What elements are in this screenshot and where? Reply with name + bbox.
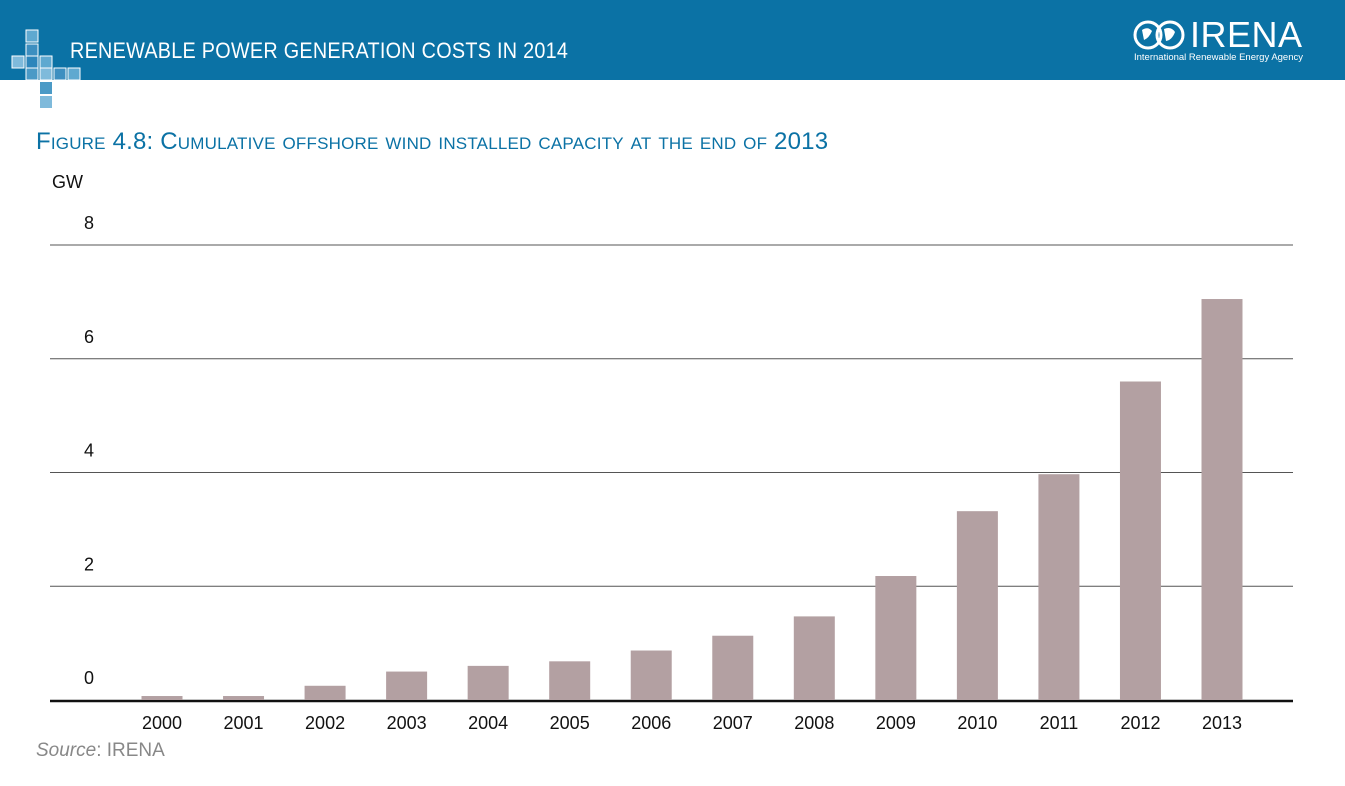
bar-2013: [1201, 299, 1243, 700]
x-tick-label: 2009: [876, 713, 916, 733]
header-title: RENEWABLE POWER GENERATION COSTS IN 2014: [70, 38, 569, 63]
bar-2009: [875, 576, 917, 700]
x-tick-label: 2006: [631, 713, 671, 733]
bar-2003: [386, 671, 428, 700]
logo-wordmark: IRENA: [1190, 14, 1303, 55]
y-tick-label: 0: [84, 668, 94, 688]
bar-2002: [304, 685, 346, 700]
header-banner: RENEWABLE POWER GENERATION COSTS IN 2014…: [0, 0, 1345, 108]
bar-2006: [630, 650, 672, 700]
x-tick-label: 2008: [794, 713, 834, 733]
x-tick-label: 2001: [224, 713, 264, 733]
bar-2012: [1119, 381, 1161, 700]
bar-2001: [223, 696, 265, 700]
y-axis-label: GW: [52, 172, 83, 192]
y-tick-label: 6: [84, 327, 94, 347]
source-note: Source: IRENA: [36, 740, 165, 762]
bar-2000: [141, 696, 183, 700]
figure-title: Figure 4.8: Cumulative offshore wind ins…: [36, 128, 829, 155]
x-tick-label: 2013: [1202, 713, 1242, 733]
source-text: : IRENA: [96, 740, 165, 761]
y-tick-label: 2: [84, 554, 94, 574]
logo-subtitle: International Renewable Energy Agency: [1134, 52, 1304, 63]
y-tick-label: 4: [84, 441, 94, 461]
x-tick-label: 2005: [550, 713, 590, 733]
globe-rings-icon: [1133, 20, 1185, 50]
x-tick-label: 2011: [1040, 713, 1079, 733]
x-tick-label: 2002: [305, 713, 345, 733]
x-tick-label: 2003: [387, 713, 427, 733]
bar-2004: [467, 665, 509, 700]
bar-2008: [793, 616, 835, 700]
x-tick-label: 2012: [1120, 713, 1160, 733]
x-tick-label: 2004: [468, 713, 508, 733]
bars: [141, 299, 1243, 700]
x-tick-label: 2010: [957, 713, 997, 733]
decorative-squares-icon: [11, 29, 81, 108]
bar-2007: [712, 635, 754, 700]
grid-lines: [50, 244, 1293, 703]
x-tick-label: 2000: [142, 713, 182, 733]
bar-2011: [1038, 474, 1080, 700]
source-label: Source: [36, 740, 97, 761]
x-tick-label: 2007: [713, 713, 753, 733]
tick-labels: 0 2 4 6 8 2000 2001 2002 2003 2004 2005 2006 2007 200…: [84, 213, 1242, 733]
y-tick-label: 8: [84, 213, 94, 233]
bar-2010: [956, 511, 998, 700]
bar-2005: [549, 661, 591, 700]
irena-logo: IRENA International Renewable Energy Age…: [1132, 14, 1317, 66]
